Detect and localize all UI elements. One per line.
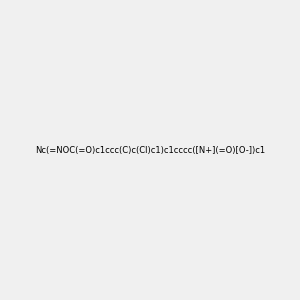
Text: Nc(=NOC(=O)c1ccc(C)c(Cl)c1)c1cccc([N+](=O)[O-])c1: Nc(=NOC(=O)c1ccc(C)c(Cl)c1)c1cccc([N+](=… (35, 146, 265, 154)
